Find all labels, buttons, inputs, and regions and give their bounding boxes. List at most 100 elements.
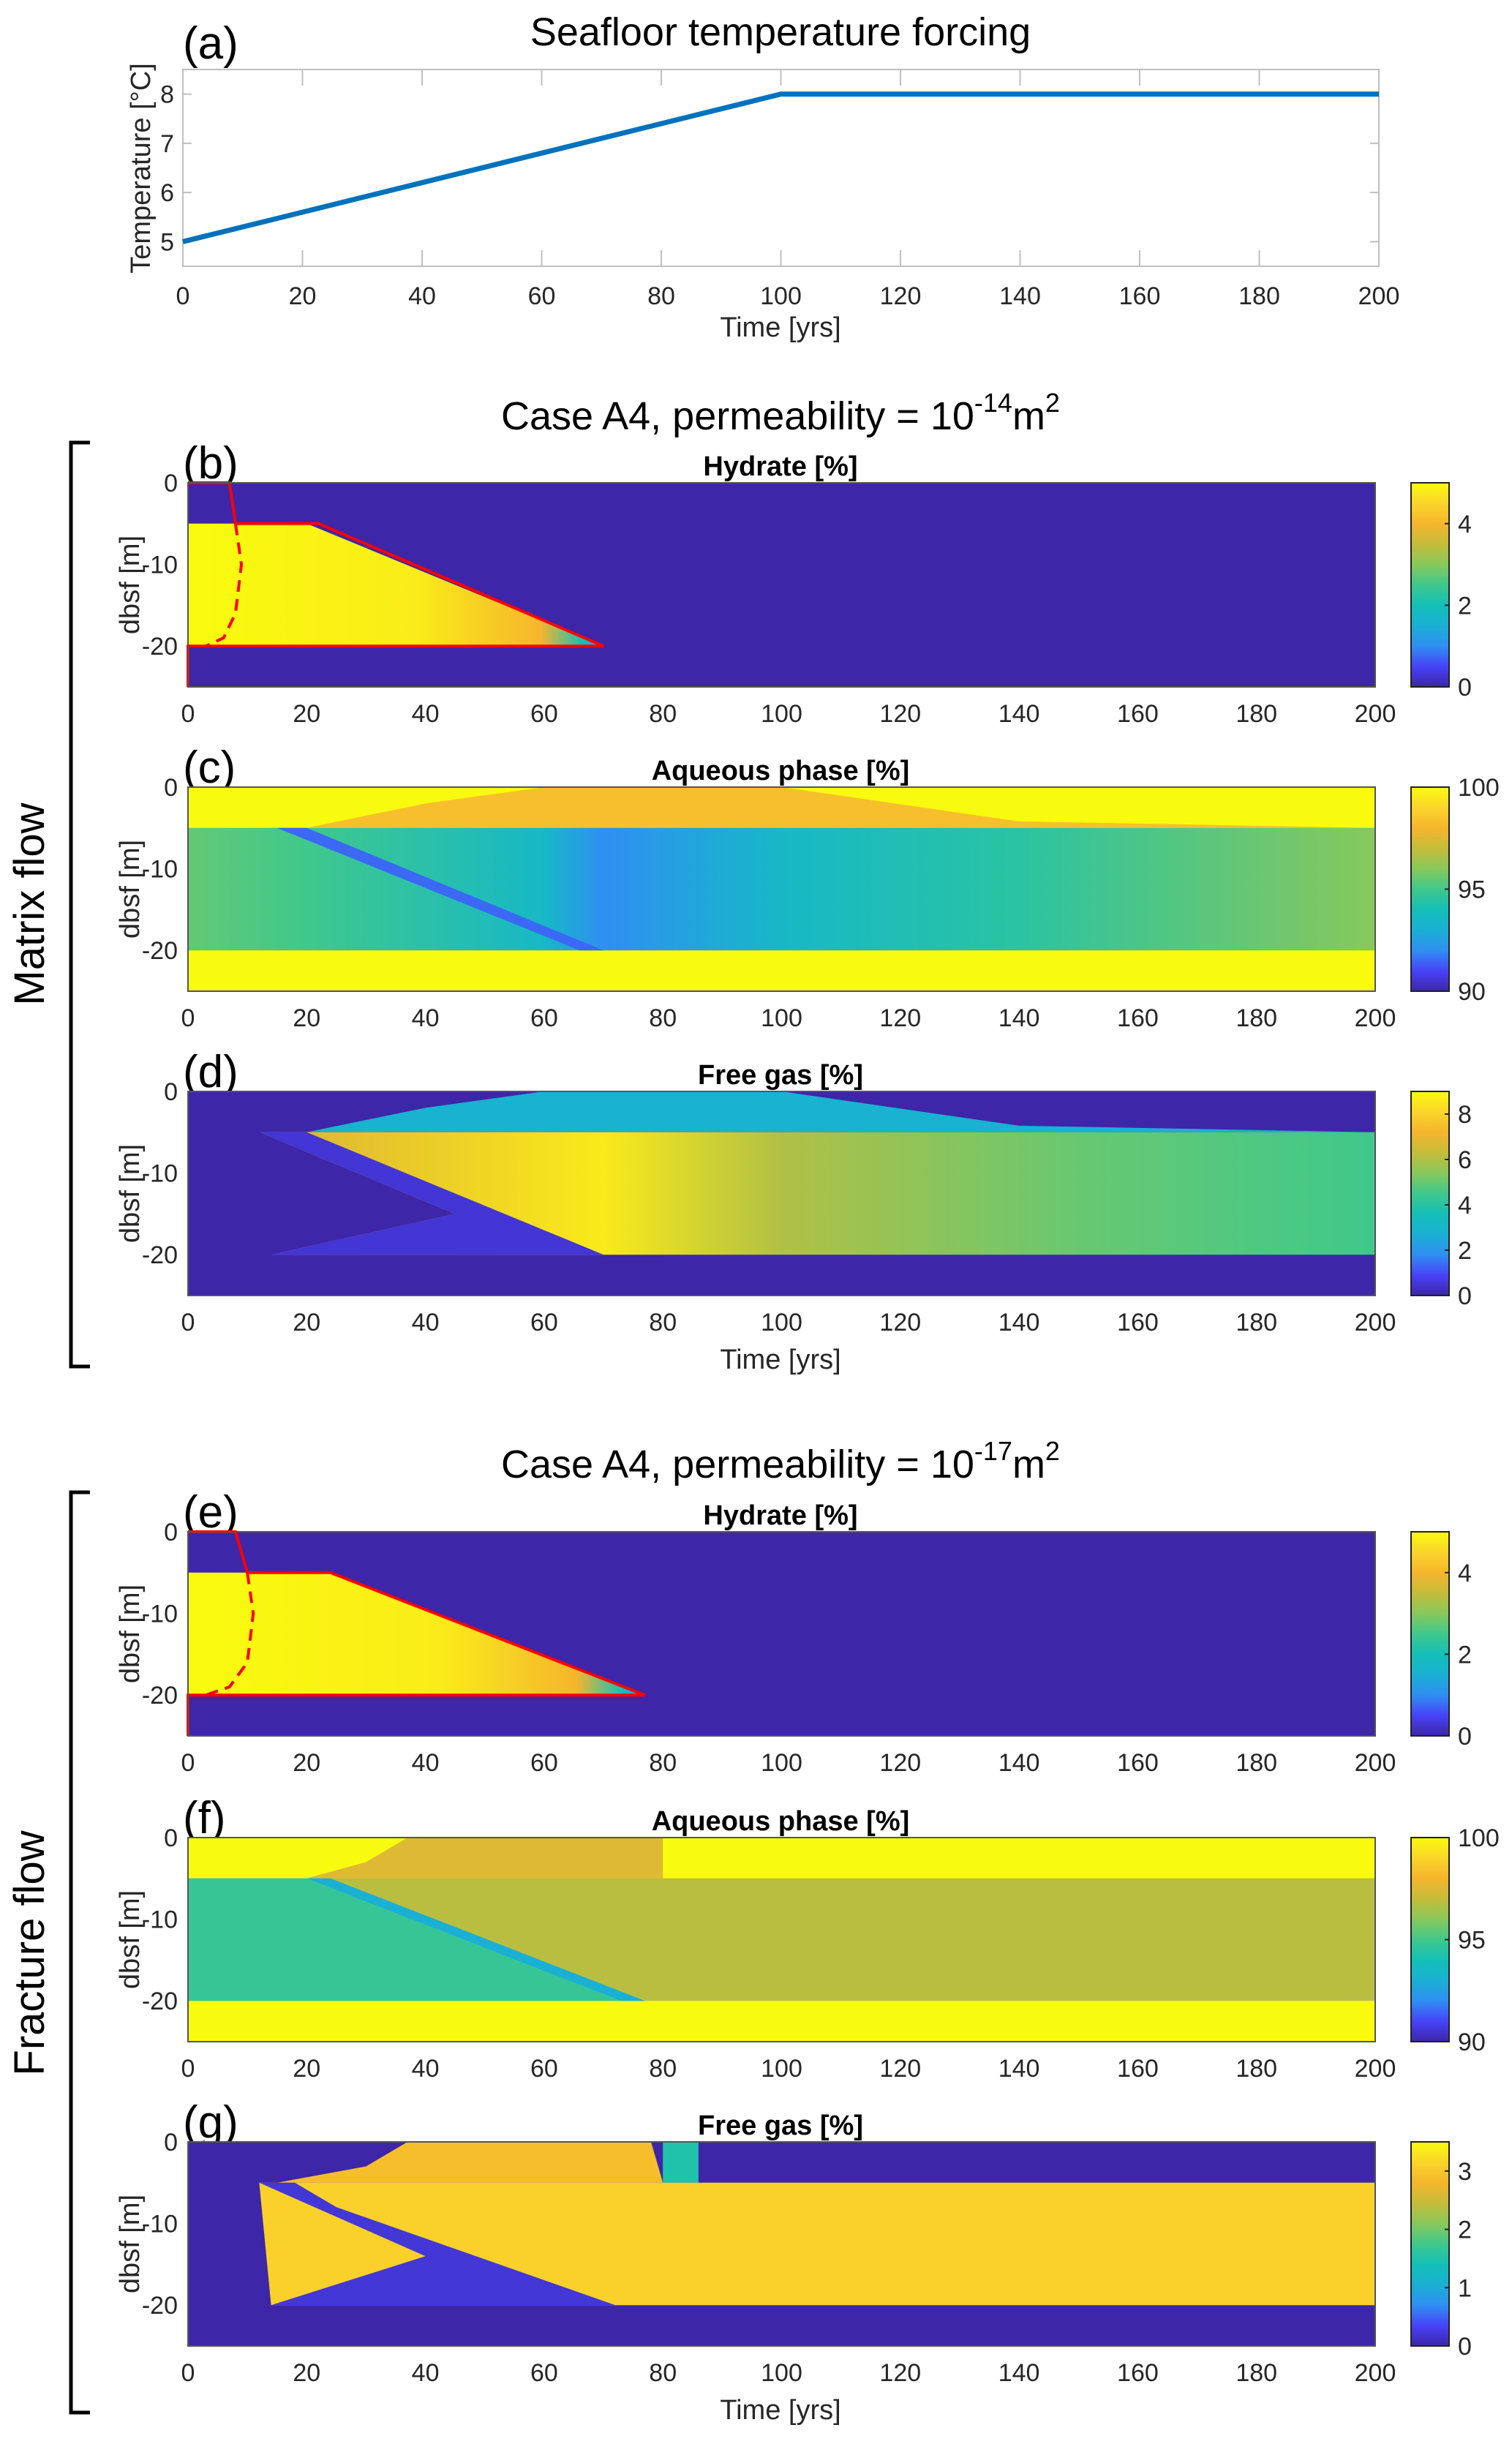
panel-e: (e) Hydrate [%]0 20 40 60 80 100 120 140 160 180 20… <box>115 1487 1472 1777</box>
x-tick-label: 40 <box>412 1309 440 1336</box>
x-axis-label-a: Time [yrs] <box>720 312 840 343</box>
panel-g: (g) Free gas [%]0 20 40 60 80 100 120 140 160 180 2… <box>115 2097 1472 2426</box>
panel-title-b: Hydrate [%] <box>703 451 857 482</box>
bracket-fracture-flow <box>69 1490 90 2415</box>
x-tick-label: 120 <box>879 2055 921 2083</box>
y-axis-label-a: Temperature [°C] <box>126 63 157 274</box>
y-tick-label: -20 <box>142 633 178 661</box>
heatmap-region <box>663 2142 699 2183</box>
x-tick-label: 120 <box>879 700 921 728</box>
y-tick-label: 0 <box>164 2129 178 2157</box>
heatmap-region <box>306 787 1375 828</box>
heatmap-field-b <box>188 483 1375 687</box>
case-title-unit-exponent: 2 <box>1045 388 1060 418</box>
x-tick-labels-a: 0 20 40 60 80 100 120 140 160 180 200 <box>176 282 1400 310</box>
axes-frame-g <box>187 2141 1376 2347</box>
y-axis-label-c: dbsf [m] <box>115 840 146 939</box>
x-tick-label: 200 <box>1355 1309 1396 1336</box>
x-tick-label: 40 <box>408 282 436 310</box>
heatmap-region <box>188 827 1375 951</box>
case-title-exponent: -17 <box>974 1436 1012 1466</box>
colorbar-tick-label: 2 <box>1458 592 1472 620</box>
x-tick-label: 20 <box>293 1309 320 1336</box>
x-tick-label: 60 <box>530 1749 558 1777</box>
y-tick-label: 0 <box>164 1824 178 1852</box>
x-tick-label: 80 <box>649 1309 677 1336</box>
heatmap-region <box>306 1878 645 2001</box>
colorbar-tick-label: 2 <box>1458 1641 1472 1669</box>
group-label-fracture-flow: Fracture flow <box>6 1830 53 2075</box>
case-title-text: Case A4, permeability = 10 <box>501 394 974 438</box>
x-tick-label: 0 <box>181 1004 195 1032</box>
case-title-exponent: -14 <box>974 388 1012 418</box>
x-tick-label: 160 <box>1119 282 1161 310</box>
colorbar-tick-label: 0 <box>1458 1723 1472 1751</box>
x-tick-label: 0 <box>181 1309 195 1336</box>
case-title-text: Case A4, permeability = 10 <box>501 1443 974 1486</box>
x-tick-label: 60 <box>530 2055 558 2083</box>
x-tick-label: 0 <box>181 2055 195 2083</box>
x-tick-label: 40 <box>412 700 440 728</box>
y-tick-labels-a: 5 6 7 8 <box>160 81 174 257</box>
x-tick-label: 200 <box>1355 2055 1396 2083</box>
colorbar-tick-label: 90 <box>1458 2028 1486 2056</box>
case-title-matrix: Case A4, permeability = 10-14m2 <box>501 388 1060 438</box>
case-title-unit: m <box>1012 1443 1045 1486</box>
x-tick-label: 20 <box>293 700 320 728</box>
x-tick-label: 60 <box>530 700 558 728</box>
panel-title-g: Free gas [%] <box>698 2110 863 2141</box>
x-tick-label: 160 <box>1117 2359 1159 2387</box>
x-tick-label: 100 <box>761 1309 802 1336</box>
panel-label-a: (a) <box>183 18 238 69</box>
y-tick-label: -10 <box>142 1906 178 1934</box>
axes-frame-d <box>187 1091 1376 1296</box>
x-tick-label: 80 <box>649 2359 677 2387</box>
heatmap-field-g <box>188 2142 1375 2346</box>
x-tick-label: 100 <box>761 1004 802 1032</box>
x-tick-label: 200 <box>1355 1004 1396 1032</box>
x-tick-label: 40 <box>412 2055 440 2083</box>
x-tick-label: 180 <box>1235 1004 1277 1032</box>
y-tick-label: -10 <box>142 856 178 884</box>
heatmap-region <box>259 2182 1375 2306</box>
heatmap-region <box>188 523 604 647</box>
x-tick-label: 200 <box>1355 700 1396 728</box>
x-tick-label: 180 <box>1238 282 1280 310</box>
panel-label-g: (g) <box>183 2097 238 2148</box>
x-tick-label: 160 <box>1117 700 1159 728</box>
x-tick-label: 20 <box>293 1749 320 1777</box>
colorbar-tick-label: 0 <box>1458 1282 1472 1310</box>
x-tick-label: 40 <box>412 1004 440 1032</box>
x-tick-label: 200 <box>1355 2359 1396 2387</box>
x-tick-label: 200 <box>1355 1749 1396 1777</box>
x-tick-label: 20 <box>293 2359 320 2387</box>
y-tick-label: 0 <box>164 1078 178 1106</box>
bracket-matrix-flow <box>69 440 90 1369</box>
x-tick-label: 120 <box>880 282 922 310</box>
heatmap-region <box>277 827 604 951</box>
x-tick-label: 180 <box>1235 2055 1277 2083</box>
colorbar-tick-label: 0 <box>1458 674 1472 702</box>
x-tick-label: 140 <box>998 1749 1040 1777</box>
heatmap-field-f <box>188 1838 1375 2042</box>
x-axis-label-g: Time [yrs] <box>720 2395 840 2426</box>
x-tick-label: 60 <box>530 1309 558 1336</box>
axes-frame-b <box>187 482 1376 688</box>
colorbar-b <box>1410 482 1450 688</box>
x-tick-label: 40 <box>412 1749 440 1777</box>
y-tick-label: 8 <box>160 81 174 109</box>
panel-title-c: Aqueous phase [%] <box>652 756 910 786</box>
heatmap-region <box>306 1091 1375 1132</box>
panel-c: (c) Aqueous phase [%] 0 20 40 60 80 100 120 140 16… <box>115 742 1500 1032</box>
y-tick-label: 0 <box>164 774 178 802</box>
colorbar-tick-label: 2 <box>1458 1237 1472 1265</box>
x-tick-label: 180 <box>1235 1309 1277 1336</box>
y-tick-label: -10 <box>142 552 178 579</box>
x-tick-label: 40 <box>412 2359 440 2387</box>
x-tick-label: 140 <box>998 1004 1040 1032</box>
colorbar-tick-label: 2 <box>1458 2216 1472 2244</box>
heatmap-field-c <box>188 787 1375 991</box>
y-tick-label: 6 <box>160 179 174 207</box>
x-tick-label: 120 <box>879 1309 921 1336</box>
x-tick-label: 140 <box>999 282 1041 310</box>
